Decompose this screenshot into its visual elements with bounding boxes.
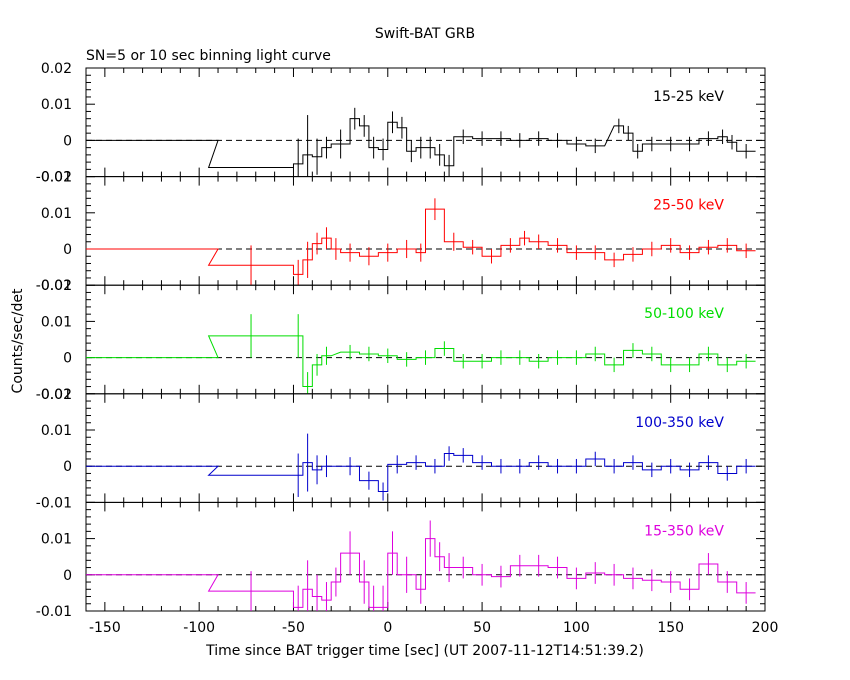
series-label: 100-350 keV (635, 415, 724, 431)
y-tick-label: -0.01 (36, 170, 72, 186)
y-tick-label: 0.02 (41, 387, 72, 403)
y-tick-label: -0.01 (36, 495, 72, 511)
x-tick-label: 100 (563, 620, 590, 636)
y-tick-label: 0 (63, 568, 72, 584)
y-tick-label: -0.01 (36, 278, 72, 294)
series-step-line (86, 538, 756, 608)
panel-frame (85, 284, 766, 395)
y-tick-label: -0.01 (36, 387, 72, 403)
y-tick-label: 0 (63, 242, 72, 258)
y-tick-label: -0.01 (36, 604, 72, 620)
x-tick-label: 200 (752, 620, 779, 636)
series-label: 15-350 keV (644, 523, 724, 539)
y-tick-label: 0.01 (41, 97, 72, 113)
y-tick-label: 0.01 (41, 206, 72, 222)
x-tick-label: 0 (383, 620, 392, 636)
series-step-line (86, 208, 756, 275)
series-step-line (86, 453, 756, 493)
x-tick-label: -50 (282, 620, 305, 636)
panel-3: -0.01 0 0.01 0.02 50-100 keV (36, 278, 766, 403)
x-axis-label: Time since BAT trigger time [sec] (UT 20… (205, 643, 644, 659)
y-axis-label: Counts/sec/det (10, 288, 26, 393)
series-label: 25-50 keV (653, 198, 724, 214)
y-tick-label: 0.02 (41, 61, 72, 77)
y-tick-label: 0 (63, 459, 72, 475)
y-tick-label: 0.02 (41, 170, 72, 186)
y-tick-label: 0 (63, 133, 72, 149)
panel-1: -0.01 0 0.01 0.02 15-25 keV (36, 61, 766, 186)
y-tick-label: 0 (63, 351, 72, 367)
y-tick-label: 0.01 (41, 532, 72, 548)
series-label: 50-100 keV (644, 306, 724, 322)
panels-group: -0.01 0 0.01 0.02 15-25 keV -0.01 0 0.01 0.02 25-… (36, 61, 779, 636)
panel-2: -0.01 0 0.01 0.02 25-50 keV (36, 170, 766, 294)
x-tick-label: -100 (183, 620, 215, 636)
x-tick-label: -150 (89, 620, 121, 636)
chart-subtitle: SN=5 or 10 sec binning light curve (86, 48, 331, 64)
y-tick-label: 0.01 (41, 314, 72, 330)
panel-frame (85, 67, 766, 178)
chart-title: Swift-BAT GRB (375, 26, 475, 42)
panel-5: -0.01 0 0.01 15-350 keV (36, 501, 766, 620)
y-tick-label: 0.01 (41, 423, 72, 439)
series-label: 15-25 keV (653, 89, 724, 105)
panel-4: -0.01 0 0.01 0.02 100-350 keV (36, 387, 766, 511)
x-tick-label: 50 (473, 620, 491, 636)
panel-frame (85, 393, 766, 503)
x-tick-label: 150 (657, 620, 684, 636)
y-tick-label: 0.02 (41, 278, 72, 294)
series-step-line (86, 335, 756, 388)
